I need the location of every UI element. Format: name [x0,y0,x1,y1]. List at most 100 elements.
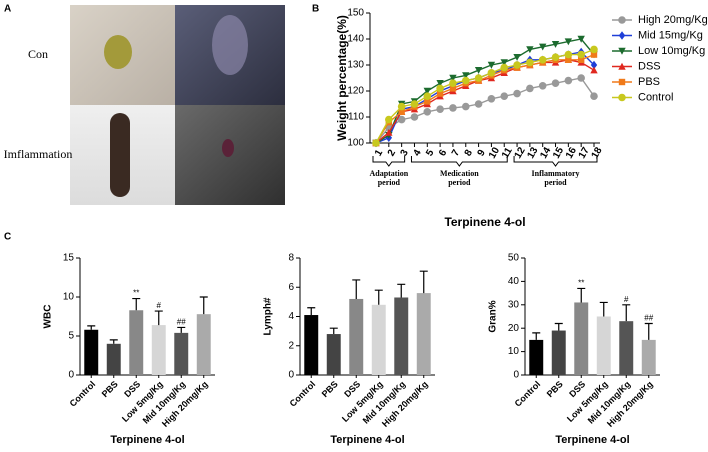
x-axis-label: Terpinene 4-ol [110,434,184,446]
x-tick-label: 4 [411,148,424,159]
marker [513,54,521,61]
annotation-line: period [544,178,567,187]
bar [304,315,319,375]
x-tick-label: 16 [564,145,579,161]
x-axis-label: Terpinene 4-ol [555,434,629,446]
y-tick-label: 0 [513,370,519,381]
marker [577,74,585,82]
x-axis-label: Terpinene 4-ol [330,434,404,446]
error-bar [577,287,586,303]
marker [372,139,380,147]
panel-label: C [4,232,11,243]
marker [500,63,509,72]
bar [641,339,656,375]
marker [487,95,496,103]
marker [577,35,585,43]
marker [436,80,444,87]
error-bar [419,270,428,294]
y-tick-label: 100 [347,138,364,149]
marker [526,46,534,54]
marker [487,69,496,77]
marker [436,90,444,97]
error-bar [532,332,541,340]
panel-label: B [312,4,319,15]
y-tick-label: 150 [347,8,364,19]
annotation-bracket [410,156,508,167]
marker [539,43,547,51]
marker [500,92,509,100]
y-tick-label: 0 [68,370,74,381]
legend-label: Low 10mg/Kg [638,45,705,57]
y-tick-label: 15 [63,253,75,264]
x-tick-label: 9 [476,148,489,159]
marker [474,100,483,108]
x-tick-label: 15 [551,145,566,161]
marker [449,104,457,112]
series-line [375,48,595,144]
marker [538,82,547,90]
marker [513,89,521,98]
marker [487,61,496,69]
legend-label: Control [638,91,673,103]
marker [449,74,457,82]
y-axis-label: Weight percentage(%) [335,15,349,141]
x-tick-label: 7 [450,148,463,159]
annotation-bracket [372,156,406,167]
legend-marker [618,78,626,86]
x-tick-label: PBS [320,379,340,399]
error-bar [132,297,141,311]
marker [462,72,470,80]
significance-label: ## [177,318,186,327]
error-bar [199,296,208,315]
marker [564,38,573,46]
marker [590,66,598,74]
y-tick-label: 10 [63,292,75,303]
marker [424,98,431,105]
legend-marker [618,62,626,70]
x-axis-label: Terpinene 4-ol [444,215,525,229]
marker [410,100,419,108]
x-tick-label: 2 [386,148,399,159]
marker [423,87,431,95]
series-line [375,38,595,144]
error-bar [177,326,186,333]
photo-detail [212,15,248,75]
marker [461,76,470,85]
marker [590,51,598,58]
annotation-line: Inflammatory [532,169,580,178]
significance-label: ** [578,279,584,288]
annotation-line: Medication [440,169,479,178]
annotation: Adaptation period [369,169,408,187]
x-tick-label: 13 [525,145,540,161]
y-tick-label: 4 [288,311,294,322]
x-tick-label: 10 [487,145,502,161]
x-tick-label: Control [288,379,318,409]
x-tick-label: 3 [399,148,412,159]
marker [500,59,508,67]
bar [326,334,341,375]
legend-label: DSS [638,60,661,72]
y-tick-label: 5 [68,331,74,342]
error-bar [352,279,361,299]
marker [590,60,598,70]
legend-label: High 20mg/Kg [638,14,708,26]
y-tick-label: 6 [288,282,294,293]
marker [526,58,534,67]
error-bar [87,325,96,330]
bar [596,316,611,375]
marker [398,108,405,115]
bar [551,330,566,375]
error-bar [329,327,338,335]
series-line [375,51,595,144]
marker [577,50,585,59]
y-tick-label: 2 [288,340,294,351]
y-axis-label: WBC [43,305,54,329]
marker [551,41,560,48]
y-tick-label: 130 [347,60,364,71]
marker [385,115,393,124]
marker [513,61,521,69]
x-tick-label: 18 [590,145,605,161]
y-tick-label: 50 [508,253,520,264]
bar [129,310,144,375]
legend-marker [618,93,626,102]
